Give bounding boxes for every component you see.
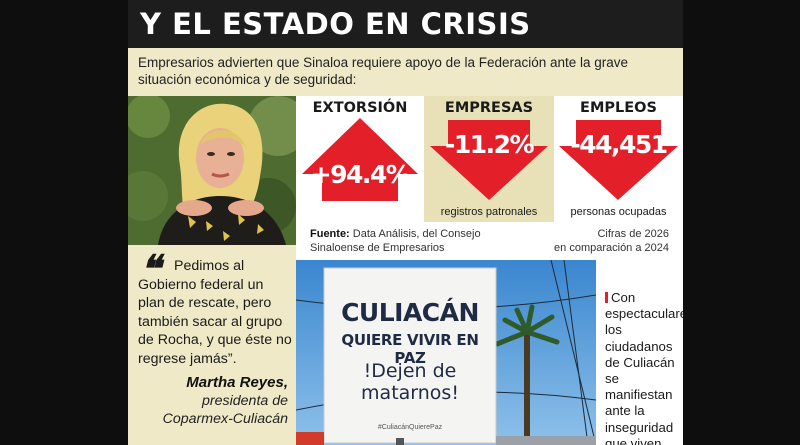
caption-marker [605,292,608,303]
source-text: Fuente: Data Análisis, del Consejo Sinal… [310,227,520,255]
billboard-illustration [296,260,596,445]
portrait-illustration [128,96,296,245]
arrow-up-icon [302,118,418,201]
stat-value: +94.4% [310,160,411,189]
stat-title: EXTORSIÓN [312,100,408,116]
source-body: Data Análisis, del Consejo Sinaloense de… [310,228,481,254]
billboard-hashtag: #CuliacánQuierePaz [377,424,443,431]
source-label: Fuente: [310,228,350,240]
infographic-card: Y EL ESTADO EN CRISIS Empresarios advier… [128,0,683,445]
stat-extorsion: EXTORSIÓN +94.4% [296,96,424,222]
caption-text: Con espectaculares, los ciudadanos de Cu… [605,290,683,445]
stat-empleos: EMPLEOS -44,451 personas ocupadas [554,96,683,222]
caption-body: Con espectaculares, los ciudadanos de Cu… [605,290,683,445]
stat-title: EMPLEOS [580,100,657,116]
stat-value: -44,451 [570,130,668,159]
arrow-down-icon [559,120,678,200]
source-note: Fuente: Data Análisis, del Consejo Sinal… [296,222,683,260]
arrow-down-icon [430,120,548,200]
stat-value: -11.2% [444,130,535,159]
portrait-photo [128,96,296,245]
quote-author-role: presidenta de Coparmex-Culiacán [162,393,288,427]
stat-caption: registros patronales [440,206,538,218]
figures-note-line1: Cifras de 2026 [597,228,669,240]
quote-author: Martha Reyes, [186,374,288,391]
figures-note-line2: en comparación a 2024 [554,242,669,254]
billboard-line3: !Dejen de [363,360,457,382]
figures-note: Cifras de 2026 en comparación a 2024 [554,227,669,255]
stats-panel: EXTORSIÓN +94.4% EMPRESAS -11.2% registr… [296,96,683,222]
billboard-line2: QUIERE VIVIR EN PAZ [341,331,479,367]
headline: Y EL ESTADO EN CRISIS [128,0,683,48]
stat-caption: personas ocupadas [570,206,667,218]
billboard-line4: matarnos! [361,382,459,404]
stat-title: EMPRESAS [444,100,534,116]
quote-box: ❝ Pedimos al Gobierno federal un plan de… [128,245,296,445]
quote-text: Pedimos al Gobierno federal un plan de r… [138,258,292,367]
stat-empresas: EMPRESAS -11.2% registros patronales [424,96,554,222]
photo-caption: Con espectaculares, los ciudadanos de Cu… [596,260,683,445]
intro-text: Empresarios advierten que Sinaloa requie… [128,48,683,96]
billboard-photo: CULIACÁN QUIERE VIVIR EN PAZ !Dejen de m… [296,260,596,445]
billboard-line1: CULIACÁN [341,298,479,327]
quote-mark-icon: ❝ [140,246,161,291]
